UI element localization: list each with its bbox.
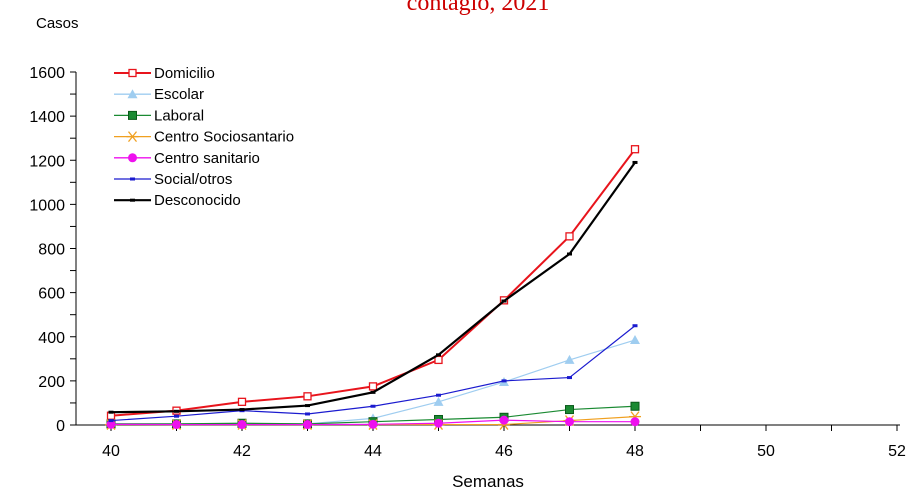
y-tick-label: 1200 xyxy=(29,153,65,170)
x-tick-label: 48 xyxy=(626,443,644,460)
domicilio-point xyxy=(368,382,378,391)
centro-sanitario-point xyxy=(172,420,181,430)
series-escolar xyxy=(106,335,640,428)
social-otros-point xyxy=(174,414,179,418)
desconocido-point xyxy=(305,404,310,408)
series-layer xyxy=(105,145,641,430)
legend-escolar-point xyxy=(127,89,138,99)
series-social-otros xyxy=(108,324,638,423)
y-axis-title: Casos xyxy=(36,15,79,32)
legend-label: Domicilio xyxy=(154,65,215,82)
social-otros-point xyxy=(370,404,376,408)
y-tick-label: 200 xyxy=(38,374,65,391)
chart-title: contagio, 2021 xyxy=(407,0,550,16)
domicilio-point xyxy=(565,232,574,241)
x-tick-label: 40 xyxy=(102,443,120,460)
legend-label: Desconocido xyxy=(154,192,241,209)
series-desconocido xyxy=(108,160,638,414)
x-tick-label: 52 xyxy=(888,443,906,460)
legend-item-domicilio: Domicilio xyxy=(114,65,215,82)
axes: 0 200 400 600 800 1000 1200 1400 1600 40 42 44 46 48 5… xyxy=(29,65,906,460)
desconocido-point xyxy=(370,390,376,394)
legend-item-escolar: Escolar xyxy=(114,86,204,103)
y-tick-label: 1000 xyxy=(29,197,65,214)
y-tick-label: 800 xyxy=(38,242,65,259)
centro-sanitario-point xyxy=(434,418,443,428)
social-otros-point xyxy=(108,419,114,423)
legend: Domicilio Escolar Laboral Centro Sociosanta… xyxy=(114,65,294,209)
desconocido-point xyxy=(632,160,638,164)
x-axis-title: Semanas xyxy=(452,472,524,491)
legend-label: Centro Sociosantario xyxy=(154,129,294,146)
legend-label: Centro sanitario xyxy=(154,150,260,167)
escolar-point xyxy=(630,335,640,345)
desconocido-point xyxy=(108,410,114,414)
legend-item-desconocido: Desconocido xyxy=(114,192,241,209)
escolar-point xyxy=(433,396,444,406)
laboral-point xyxy=(630,401,640,411)
social-otros-point xyxy=(632,324,638,328)
centro-sanitario-point xyxy=(106,419,116,429)
centro-sanitario-point xyxy=(565,417,574,427)
legend-label: Escolar xyxy=(154,86,204,103)
social-otros-point xyxy=(501,379,507,383)
centro-sanitario-point xyxy=(499,415,509,425)
x-tick-label: 42 xyxy=(233,443,251,460)
escolar-point xyxy=(564,354,575,364)
series-centro-sanitario xyxy=(106,415,640,430)
legend-centro-sanitario-point xyxy=(128,153,137,163)
x-tick-label: 50 xyxy=(757,443,775,460)
desconocido-point xyxy=(174,409,179,413)
desconocido-point xyxy=(567,252,572,256)
domicilio-point xyxy=(630,145,640,154)
legend-item-centro-sanitario: Centro sanitario xyxy=(114,150,260,167)
legend-desconocido-point xyxy=(130,198,135,202)
legend-label: Social/otros xyxy=(154,171,232,188)
centro-sanitario-point xyxy=(303,420,312,430)
laboral-point xyxy=(565,405,574,415)
desconocido-point xyxy=(501,299,507,303)
y-tick-label: 600 xyxy=(38,286,65,303)
social-otros-point xyxy=(305,412,310,416)
centro-sanitario-point xyxy=(630,417,640,427)
legend-domicilio-point xyxy=(128,68,137,78)
legend-social-otros-point xyxy=(130,177,135,181)
y-tick-label: 400 xyxy=(38,330,65,347)
y-tick-label: 1400 xyxy=(29,109,65,126)
domicilio-point xyxy=(237,397,247,406)
legend-laboral-point xyxy=(128,110,137,120)
domicilio-point xyxy=(303,392,312,401)
x-tick-label: 46 xyxy=(495,443,513,460)
series-line-domicilio xyxy=(110,148,636,417)
legend-item-social-otros: Social/otros xyxy=(114,171,232,188)
social-otros-point xyxy=(436,393,441,397)
x-tick-label: 44 xyxy=(364,443,382,460)
legend-label: Laboral xyxy=(154,107,204,124)
legend-item-laboral: Laboral xyxy=(114,107,204,124)
domicilio-point xyxy=(434,355,443,365)
desconocido-point xyxy=(436,353,441,357)
desconocido-point xyxy=(239,408,245,412)
legend-item-centro-sociosantario: Centro Sociosantario xyxy=(114,129,294,146)
centro-sanitario-point xyxy=(237,420,247,430)
y-tick-label: 0 xyxy=(56,418,65,435)
centro-sanitario-point xyxy=(368,419,378,429)
social-otros-point xyxy=(567,376,572,380)
legend-centro-sociosantario-point xyxy=(126,131,139,143)
y-tick-label: 1600 xyxy=(29,65,65,82)
